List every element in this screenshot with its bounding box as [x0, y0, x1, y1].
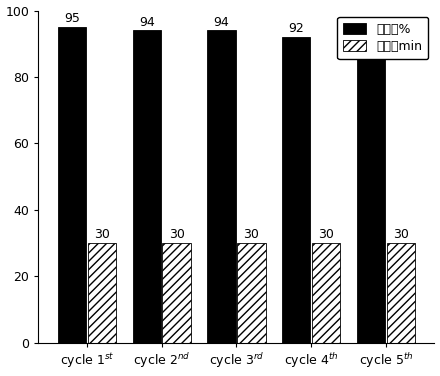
- Bar: [357, 54, 385, 343]
- Text: 30: 30: [94, 228, 110, 241]
- Bar: [58, 27, 86, 343]
- Text: 30: 30: [318, 228, 334, 241]
- Bar: [237, 243, 266, 343]
- Text: 94: 94: [214, 16, 229, 29]
- Bar: [282, 37, 310, 343]
- Bar: [162, 243, 191, 343]
- Text: 87: 87: [363, 39, 379, 52]
- Text: 94: 94: [139, 16, 155, 29]
- Text: 30: 30: [393, 228, 409, 241]
- Text: 30: 30: [243, 228, 259, 241]
- Text: 95: 95: [64, 12, 80, 26]
- Text: 92: 92: [288, 23, 304, 35]
- Bar: [207, 30, 236, 343]
- Bar: [88, 243, 116, 343]
- Bar: [387, 243, 415, 343]
- Legend: 产率／%, 时间／min: 产率／%, 时间／min: [337, 17, 428, 59]
- Text: 30: 30: [169, 228, 185, 241]
- Bar: [132, 30, 161, 343]
- Bar: [312, 243, 340, 343]
